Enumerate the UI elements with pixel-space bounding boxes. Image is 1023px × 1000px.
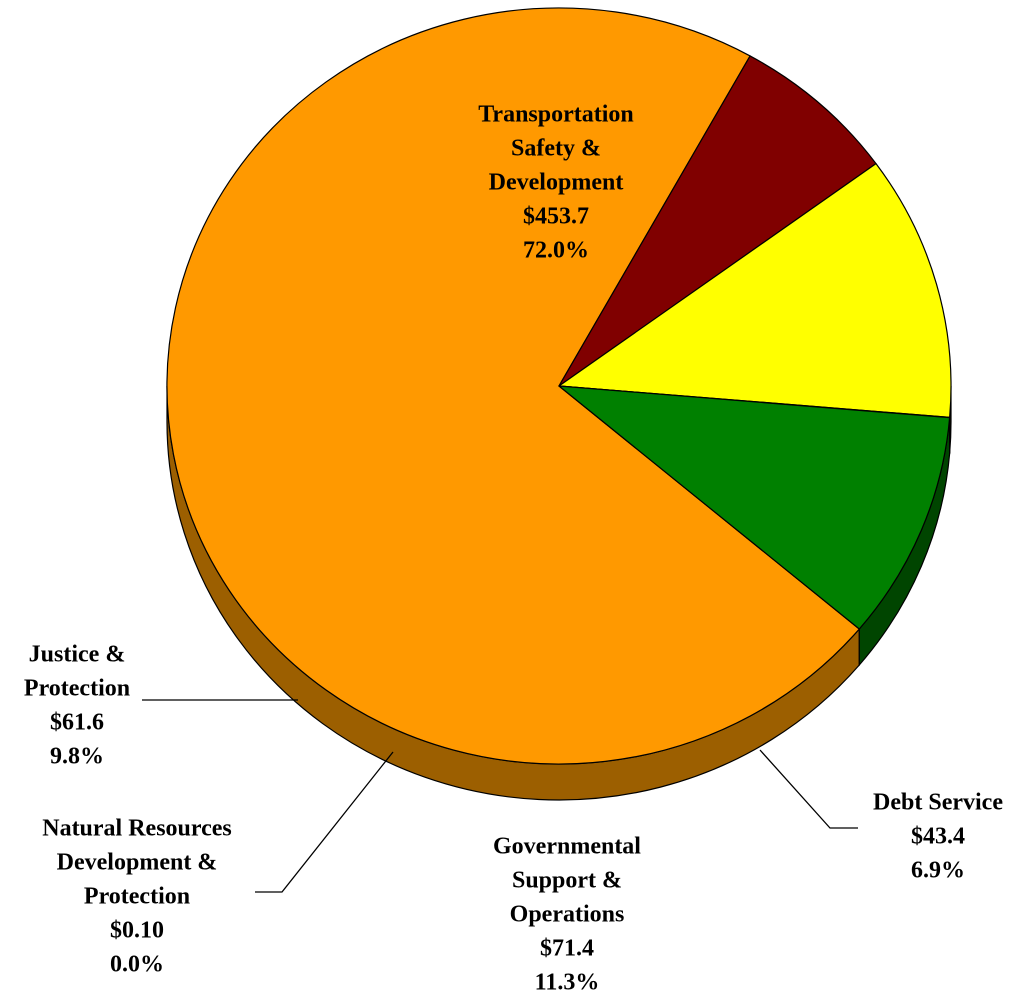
value-label-natural: $0.10 [110,918,164,944]
value-label-debt: $43.4 [911,824,965,850]
percent-label-debt: 6.9% [911,858,965,884]
leader-lines [142,699,858,893]
category-label-transportation: Transportation [478,102,634,128]
slice-justice [558,385,951,630]
slice-governmental [558,163,952,418]
category-label-governmental: Operations [510,902,625,928]
slice-label-justice: Justice & Protection $61.6 9.8% [24,642,130,770]
pie-slices [166,7,952,765]
slice-transportation [166,7,860,765]
percent-label-transportation: 72.0% [523,238,589,264]
percent-label-justice: 9.8% [50,744,104,770]
category-label-natural: Development & [57,850,218,876]
value-label-justice: $61.6 [50,710,104,736]
leader-line-debt [759,749,858,829]
slice-label-natural: Natural Resources Development & Protection… [42,816,232,978]
slice-debt [558,55,877,387]
category-label-natural: Natural Resources [42,816,232,842]
category-label-justice: Protection [24,676,130,702]
slice-label-governmental: Governmental Support & Operations $71.4 11.3… [493,834,641,996]
category-label-natural: Protection [84,884,190,910]
category-label-debt: Debt Service [873,790,1003,816]
slice-labels: Transportation Safety & Development $453.7 7… [24,102,1003,996]
category-label-governmental: Support & [512,868,622,894]
leader-line-natural [255,751,394,893]
category-label-transportation: Safety & [511,136,601,162]
category-label-justice: Justice & [29,642,126,668]
category-label-governmental: Governmental [493,834,641,860]
value-label-transportation: $453.7 [523,204,589,230]
percent-label-natural: 0.0% [110,952,164,978]
slice-label-transportation: Transportation Safety & Development $453.7 7… [478,102,634,264]
category-label-transportation: Development [489,170,624,196]
percent-label-governmental: 11.3% [535,970,600,996]
value-label-governmental: $71.4 [540,936,594,962]
slice-label-debt: Debt Service $43.4 6.9% [873,790,1003,884]
